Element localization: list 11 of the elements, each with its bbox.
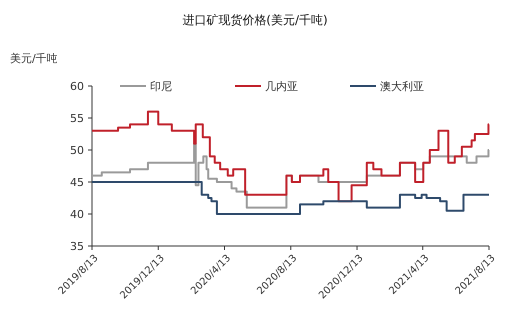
y-tick-label: 45 — [70, 176, 84, 189]
y-tick-label: 60 — [70, 80, 84, 93]
y-tick-label: 50 — [70, 144, 84, 157]
y-axis-title: 美元/千吨 — [10, 52, 58, 65]
y-tick-label: 40 — [70, 208, 84, 221]
chart-title: 进口矿现货价格(美元/千吨) — [182, 13, 328, 27]
legend-label: 澳大利亚 — [380, 80, 424, 93]
legend-label: 印尼 — [150, 80, 172, 93]
y-tick-label: 55 — [70, 112, 84, 125]
legend-label: 几内亚 — [265, 80, 298, 93]
y-tick-label: 35 — [70, 240, 84, 253]
